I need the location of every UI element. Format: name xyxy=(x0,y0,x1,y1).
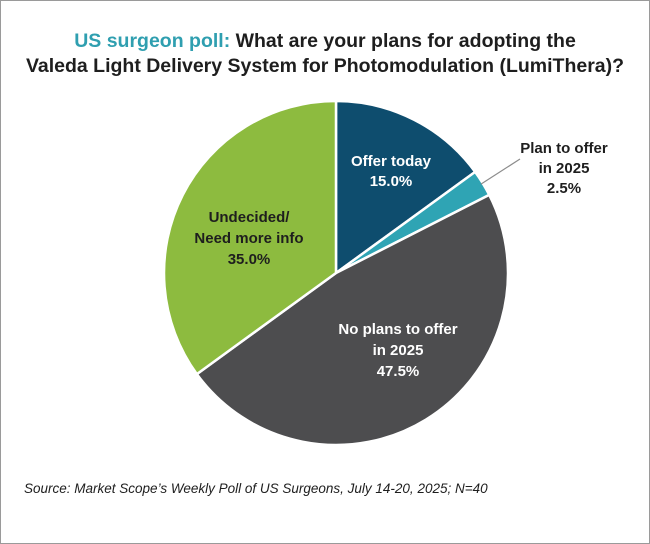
source-note: Source: Market Scope’s Weekly Poll of US… xyxy=(24,481,488,496)
title-line-1: What are your plans for adopting the xyxy=(235,30,576,52)
slice-label: Plan to offer xyxy=(520,140,608,157)
slice-label: Offer today xyxy=(351,153,432,170)
slice-label: Need more info xyxy=(194,230,303,247)
slice-value-label: 15.0% xyxy=(370,173,413,190)
title-line-2: Valeda Light Delivery System for Photomo… xyxy=(25,55,625,77)
pie-slice-offer-today xyxy=(334,99,477,275)
pie-slice-undecided-need-more-info xyxy=(162,99,338,376)
slice-value-label: 35.0% xyxy=(228,251,271,268)
slice-label: Undecided/ xyxy=(209,209,291,226)
slice-label: in 2025 xyxy=(539,160,590,177)
slice-label: No plans to offer xyxy=(338,321,457,338)
pie-slice-no-plans-to-offer-in-2025 xyxy=(195,193,510,447)
slice-value-label: 47.5% xyxy=(377,363,420,380)
leader-line xyxy=(480,158,521,185)
title-prefix: US surgeon poll: xyxy=(74,30,231,52)
slice-value-label: 2.5% xyxy=(547,180,581,197)
chart-title: US surgeon poll: What are your plans for… xyxy=(1,29,649,79)
slice-label: in 2025 xyxy=(373,342,424,359)
